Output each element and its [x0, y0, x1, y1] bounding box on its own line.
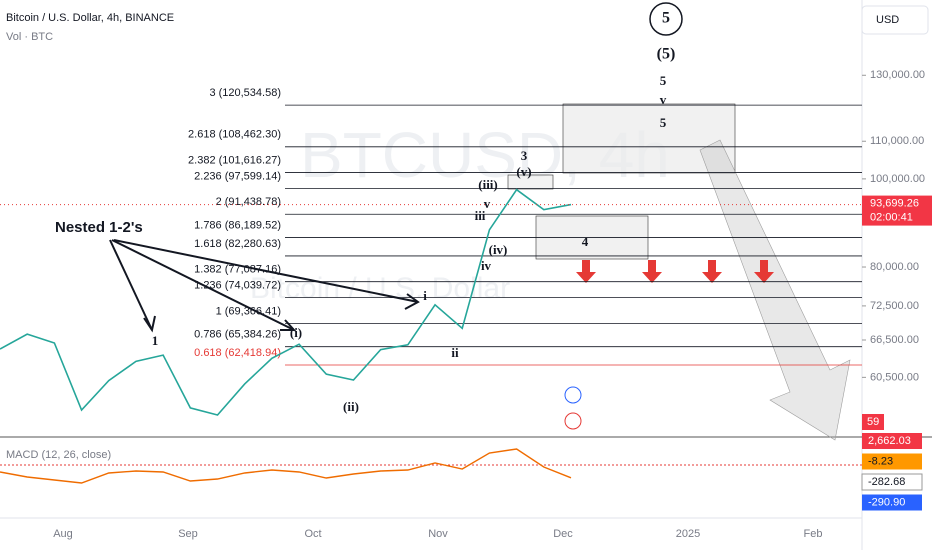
- wave-label: iii: [475, 208, 486, 223]
- symbol-title: Bitcoin / U.S. Dollar, 4h, BINANCE: [6, 12, 174, 24]
- wave-label: 3: [521, 148, 528, 163]
- macd-badge: [862, 433, 922, 449]
- wave-label: (v): [516, 164, 531, 179]
- y-tick-label: 110,000.00: [870, 135, 924, 147]
- fib-label: 1.236 (74,039.72): [194, 280, 281, 292]
- countdown: 02:00:41: [870, 211, 913, 223]
- macd-badge: [862, 453, 922, 470]
- price-line: [0, 188, 572, 416]
- fib-label: 1.382 (77,087.16): [194, 264, 281, 276]
- note: Nested 1-2's: [55, 219, 143, 236]
- fib-label: 1.618 (82,280.63): [194, 238, 281, 250]
- fib-label: 2.382 (101,616.27): [188, 154, 281, 166]
- macd-badge: [862, 494, 922, 511]
- fib-label: 0.786 (65,384.26): [194, 329, 281, 341]
- y-tick-label: 130,000.00: [870, 69, 925, 81]
- wave-label: ii: [451, 345, 459, 360]
- x-tick-label: Oct: [304, 528, 321, 540]
- wave-label: 4: [582, 234, 589, 249]
- wave-label: iv: [481, 258, 492, 273]
- wave-label: (i): [290, 325, 302, 340]
- fib-label: 3 (120,534.58): [209, 87, 281, 99]
- y-tick-label: 100,000.00: [870, 173, 925, 185]
- x-tick-label: Nov: [428, 528, 448, 540]
- fib-label: 2 (91,438.78): [216, 196, 281, 208]
- wave-label: v: [660, 92, 667, 107]
- icon[interactable]: [564, 386, 582, 404]
- watermark-name: Bitcoin / U.S. Dollar: [250, 272, 510, 305]
- wave-label: (ii): [343, 399, 359, 414]
- wave-label: 1: [152, 333, 159, 348]
- wave-label: v: [484, 196, 491, 211]
- macd-badge: [861, 473, 923, 491]
- fib-label: 2.236 (97,599.14): [194, 170, 281, 182]
- y-tick-label: 72,500.00: [870, 300, 919, 312]
- wave-label: 5: [660, 73, 667, 88]
- wave-label: i: [423, 288, 427, 303]
- macd-line: [0, 448, 572, 484]
- wave-label: 5: [660, 115, 667, 130]
- wave-label: (iv): [489, 242, 508, 257]
- wave-label: (iii): [478, 177, 498, 192]
- icon[interactable]: [564, 412, 582, 430]
- volume-label: Vol · BTC: [6, 31, 53, 43]
- red-arrows: [576, 260, 774, 283]
- x-tick-label: Feb: [804, 528, 823, 540]
- wave-label: 5: [662, 10, 670, 27]
- fib-label: 2.618 (108,462.30): [188, 129, 281, 141]
- volume-badge: [862, 414, 884, 430]
- y-tick-label: 60,500.00: [870, 371, 919, 383]
- y-tick-label: 80,000.00: [870, 261, 919, 273]
- macd-badge-label: 2,662.03: [868, 435, 911, 447]
- x-tick-label: Sep: [178, 528, 198, 540]
- small-box: [507, 174, 554, 190]
- x-tick-label: Aug: [53, 528, 73, 540]
- price-badge: [862, 195, 932, 226]
- currency[interactable]: USD: [876, 14, 899, 26]
- x-tick-label: 2025: [676, 528, 700, 540]
- x-tick-label: Dec: [553, 528, 573, 540]
- fib-label: 1 (69,366.41): [216, 305, 281, 317]
- macd-badge-label: -290.90: [868, 496, 905, 508]
- wave-label: (5): [657, 46, 676, 63]
- fib-label: 0.618 (62,418.94): [194, 347, 281, 359]
- fib-label: 1.786 (86,189.52): [194, 219, 281, 231]
- target-box: [562, 103, 736, 174]
- macd-title: MACD (12, 26, close): [6, 449, 111, 461]
- macd-badge-label: -8.23: [868, 455, 893, 467]
- y-tick-label: 66,500.00: [870, 334, 919, 346]
- last-price: 93,699.26: [870, 197, 919, 209]
- currency-button[interactable]: [861, 5, 929, 35]
- macd-badge-label: -282.68: [868, 476, 905, 488]
- volume-value: 59: [867, 416, 879, 428]
- circle: [649, 2, 683, 36]
